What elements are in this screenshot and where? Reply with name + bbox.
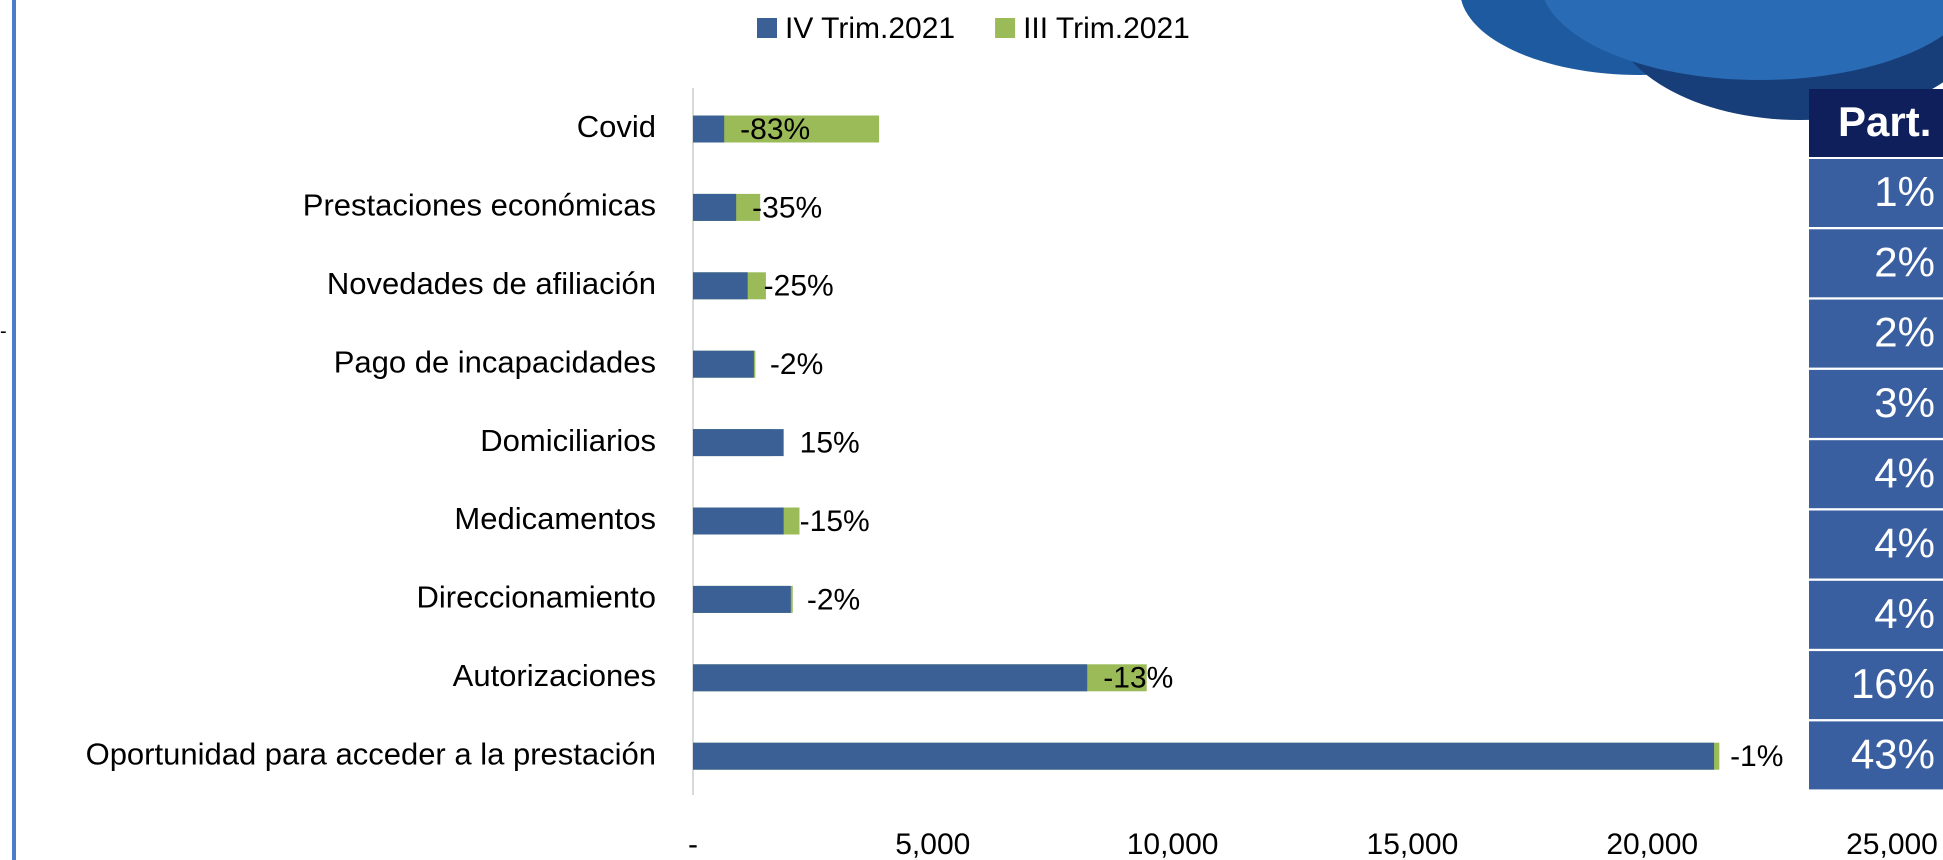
table-cell: [1809, 580, 1943, 649]
table-value: 4%: [1874, 520, 1935, 567]
table-cell: [1809, 159, 1943, 227]
table-value: 3%: [1874, 379, 1935, 426]
table-header: Part.: [1838, 98, 1931, 145]
x-tick-label: 20,000: [1606, 828, 1698, 860]
bar: [693, 664, 1088, 692]
table-cell: [1809, 651, 1943, 720]
change-label: -13%: [1103, 662, 1173, 695]
x-tick-label: -: [688, 828, 698, 860]
category-label: Covid: [577, 109, 656, 144]
category-label: Oportunidad para acceder a la prestación: [86, 736, 656, 771]
category-label: Medicamentos: [454, 501, 656, 536]
table-value: 1%: [1874, 168, 1935, 215]
table-value: 2%: [1874, 309, 1935, 356]
table-cell: [1809, 369, 1943, 438]
legend-swatch: [757, 18, 777, 38]
x-tick-label: 25,000: [1846, 828, 1938, 860]
side-mark: -: [0, 320, 7, 342]
category-label: Domiciliarios: [480, 423, 656, 458]
table-value: 2%: [1874, 238, 1935, 285]
bar: [693, 193, 737, 221]
legend-label: IV Trim.2021: [785, 12, 955, 45]
change-label: 15%: [800, 427, 860, 460]
bar: [693, 507, 784, 535]
legend-swatch: [995, 18, 1016, 38]
x-tick-label: 15,000: [1367, 828, 1459, 860]
x-tick-label: 10,000: [1127, 828, 1219, 860]
bar: [693, 115, 725, 143]
table-cell: [1809, 299, 1943, 368]
table-cell: [1809, 229, 1943, 298]
table-value: 4%: [1874, 449, 1935, 496]
table-header-cell: [1809, 89, 1943, 157]
category-label: Prestaciones económicas: [303, 188, 656, 223]
bar: [693, 742, 1715, 770]
change-label: -2%: [770, 348, 823, 381]
legend-label: III Trim.2021: [1023, 12, 1190, 45]
category-label: Pago de incapacidades: [334, 344, 656, 379]
table-cell: [1809, 440, 1943, 509]
x-tick-label: 5,000: [895, 828, 970, 860]
change-label: -15%: [800, 505, 870, 538]
category-label: Autorizaciones: [453, 658, 656, 693]
category-label: Direccionamiento: [417, 580, 657, 615]
table-value: 4%: [1874, 590, 1935, 637]
change-label: -83%: [740, 113, 810, 146]
left-border: [12, 0, 16, 860]
category-label: Novedades de afiliación: [327, 266, 656, 301]
table-cell: [1809, 510, 1943, 579]
bar: [693, 429, 784, 457]
bar: [693, 350, 754, 378]
change-label: -25%: [764, 270, 834, 303]
bar: [693, 585, 791, 613]
change-label: -2%: [807, 583, 860, 616]
table-value: 43%: [1851, 730, 1935, 777]
bar: [693, 272, 748, 300]
change-label: -1%: [1730, 740, 1783, 773]
table-cell: [1809, 721, 1943, 790]
table-value: 16%: [1851, 660, 1935, 707]
change-label: -35%: [752, 191, 822, 224]
